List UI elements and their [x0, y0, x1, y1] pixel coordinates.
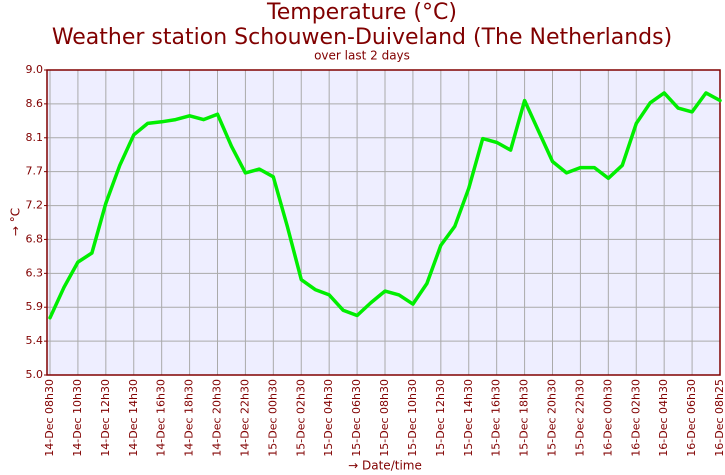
x-axis-label: → Date/time — [348, 459, 422, 473]
y-tick-label: 5.0 — [26, 368, 44, 381]
y-tick-label: 8.1 — [26, 131, 44, 144]
x-tick-label: 16-Dec 04h30 — [657, 379, 670, 457]
y-tick-label: 9.0 — [26, 63, 44, 76]
x-tick-label: 15-Dec 00h30 — [266, 379, 279, 457]
x-tick-label: 15-Dec 06h30 — [350, 379, 363, 457]
x-tick-label: 15-Dec 04h30 — [322, 379, 335, 457]
x-tick-label: 16-Dec 08h25 — [713, 379, 725, 457]
data-line — [48, 91, 722, 320]
y-tick-label: 5.9 — [26, 300, 44, 313]
x-tick-label: 15-Dec 22h30 — [573, 379, 586, 457]
x-tick-label: 14-Dec 12h30 — [99, 379, 112, 457]
x-tick-label: 15-Dec 14h30 — [462, 379, 475, 457]
y-axis-label: → °C — [9, 208, 23, 236]
x-tick-label: 14-Dec 08h30 — [43, 379, 56, 457]
x-tick-label: 15-Dec 08h30 — [378, 379, 391, 457]
x-tick-label: 15-Dec 02h30 — [294, 379, 307, 457]
x-tick-label: 15-Dec 12h30 — [434, 379, 447, 457]
chart-note: over last 2 days — [314, 49, 410, 63]
x-tick-label: 14-Dec 16h30 — [155, 379, 168, 457]
y-tick-label: 7.7 — [26, 165, 44, 178]
x-tick-label: 15-Dec 18h30 — [518, 379, 531, 457]
y-tick-label: 6.3 — [26, 266, 44, 279]
x-tick-label: 16-Dec 06h30 — [685, 379, 698, 457]
y-tick-label: 8.6 — [26, 97, 44, 110]
x-tick-label: 15-Dec 10h30 — [406, 379, 419, 457]
x-tick-label: 15-Dec 16h30 — [490, 379, 503, 457]
y-tick-label: 6.8 — [26, 232, 44, 245]
x-tick-label: 14-Dec 14h30 — [127, 379, 140, 457]
x-tick-label: 14-Dec 20h30 — [211, 379, 224, 457]
chart-title: Temperature (°C) — [266, 0, 457, 25]
x-tick-label: 14-Dec 22h30 — [238, 379, 251, 457]
x-tick-label: 15-Dec 20h30 — [546, 379, 559, 457]
x-tick-label: 16-Dec 02h30 — [629, 379, 642, 457]
plot-border — [46, 69, 721, 376]
chart-subtitle: Weather station Schouwen-Duiveland (The … — [52, 25, 672, 50]
x-tick-label: 14-Dec 18h30 — [183, 379, 196, 457]
y-tick-label: 7.2 — [26, 199, 44, 212]
x-tick-label: 14-Dec 10h30 — [71, 379, 84, 457]
x-tick-label: 16-Dec 00h30 — [601, 379, 614, 457]
plot-area — [47, 70, 720, 375]
y-tick-label: 5.4 — [26, 334, 44, 347]
